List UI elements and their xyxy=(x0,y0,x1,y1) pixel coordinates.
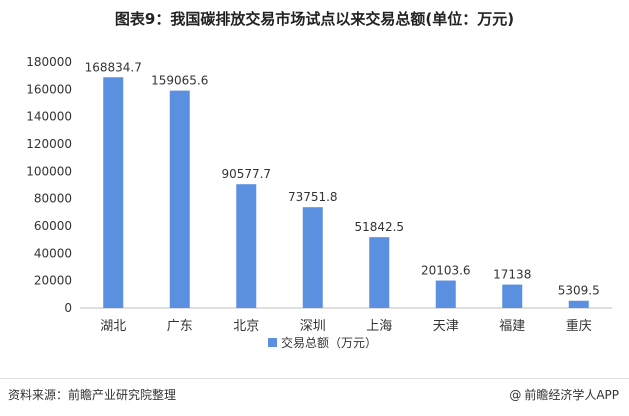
x-tick-label: 福建 xyxy=(499,319,525,334)
bar-value-label: 168834.7 xyxy=(85,60,142,74)
x-tick-label: 天津 xyxy=(433,319,459,334)
legend-swatch xyxy=(268,338,277,347)
bar xyxy=(302,207,323,308)
brand-label: 前瞻经济学人APP xyxy=(524,388,619,402)
x-tick-label: 重庆 xyxy=(566,318,592,334)
x-tick-label: 深圳 xyxy=(300,319,326,334)
x-tick-label: 广东 xyxy=(167,319,193,334)
bar-value-label: 20103.6 xyxy=(421,264,471,278)
y-tick-label: 120000 xyxy=(26,137,72,151)
bar xyxy=(236,184,257,308)
bar xyxy=(568,300,589,308)
y-tick-label: 80000 xyxy=(34,192,72,206)
bar xyxy=(502,284,523,308)
bar xyxy=(103,77,124,308)
bar-value-label: 159065.6 xyxy=(151,74,208,88)
bar xyxy=(369,237,390,308)
footer-divider xyxy=(0,378,629,379)
bar-value-label: 5309.5 xyxy=(558,284,600,298)
y-tick-label: 60000 xyxy=(34,219,72,233)
source-note: 资料来源：前瞻产业研究院整理 xyxy=(8,388,177,402)
x-tick-label: 湖北 xyxy=(100,319,126,334)
x-tick-label: 北京 xyxy=(233,319,259,334)
bar-value-label: 90577.7 xyxy=(221,167,271,181)
bar-chart: 0 20000 40000 60000 80000 100000 120000 140000 1… xyxy=(26,55,612,350)
chart-title: 图表9：我国碳排放交易市场试点以来交易总额(单位：万元) xyxy=(114,10,515,28)
y-tick-label: 100000 xyxy=(26,164,72,178)
y-tick-label: 20000 xyxy=(34,274,72,288)
bar xyxy=(435,280,456,308)
brand-credit: @ 前瞻经济学人APP xyxy=(509,386,619,403)
y-tick-label: 140000 xyxy=(26,110,72,124)
legend-label: 交易总额（万元） xyxy=(281,335,377,350)
y-tick-label: 160000 xyxy=(26,82,72,96)
y-tick-label: 40000 xyxy=(34,246,72,260)
y-tick-label: 0 xyxy=(64,301,72,315)
bar xyxy=(169,90,190,308)
at-icon: @ xyxy=(509,388,522,402)
bar-value-label: 51842.5 xyxy=(354,220,404,234)
x-tick-label: 上海 xyxy=(366,319,392,334)
bar-value-label: 17138 xyxy=(493,268,531,282)
y-tick-label: 180000 xyxy=(26,55,72,69)
bar-value-label: 73751.8 xyxy=(288,190,338,204)
